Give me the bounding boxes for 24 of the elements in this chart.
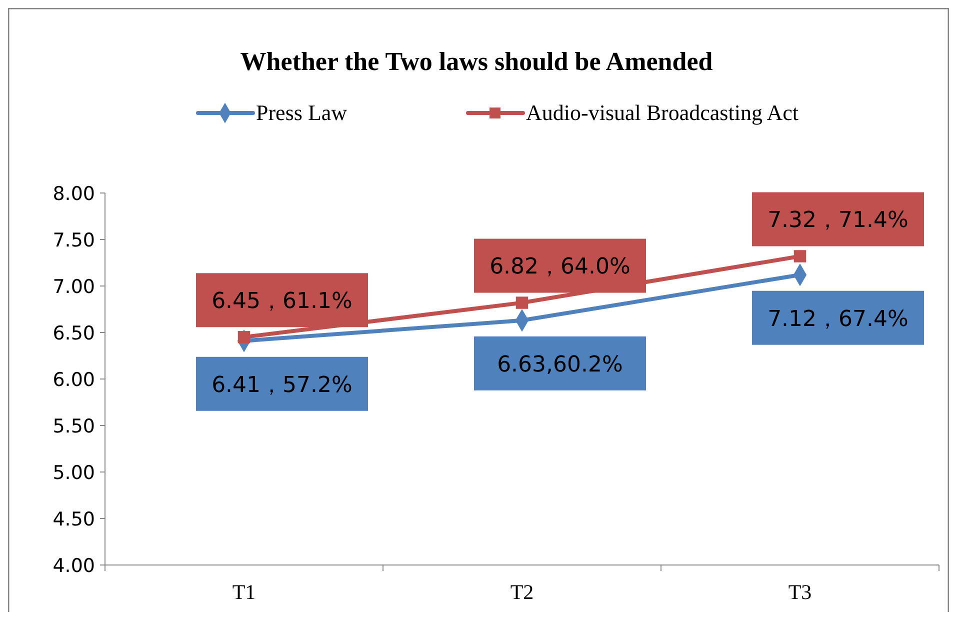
- y-tick-label: 4.00: [52, 555, 95, 577]
- legend-label: Audio-visual Broadcasting Act: [526, 100, 799, 125]
- y-tick-label: 7.50: [52, 230, 95, 252]
- data-label: 7.12，67.4%: [768, 306, 908, 332]
- data-label: 6.82，64.0%: [490, 254, 630, 280]
- point: [516, 296, 528, 309]
- y-tick-label: 8.00: [52, 183, 95, 205]
- y-tick-label: 4.50: [52, 508, 95, 530]
- y-tick-label: 5.00: [52, 462, 95, 484]
- y-tick-label: 6.50: [52, 322, 95, 344]
- x-tick-label: T3: [788, 580, 812, 604]
- legend-label: Press Law: [256, 100, 348, 125]
- data-label: 6.45，61.1%: [212, 289, 352, 314]
- data-label: 7.32，71.4%: [768, 208, 908, 234]
- y-tick-label: 5.50: [52, 416, 95, 438]
- y-tick-label: 6.00: [52, 369, 95, 391]
- data-label: 6.63,60.2%: [497, 352, 623, 378]
- data-label: 6.41，57.2%: [212, 372, 352, 398]
- y-tick-label: 7.00: [52, 276, 95, 298]
- x-tick-label: T1: [232, 580, 256, 604]
- point: [794, 250, 806, 262]
- point: [238, 331, 250, 344]
- x-tick-label: T2: [510, 580, 534, 604]
- chart-title: Whether the Two laws should be Amended: [240, 47, 714, 76]
